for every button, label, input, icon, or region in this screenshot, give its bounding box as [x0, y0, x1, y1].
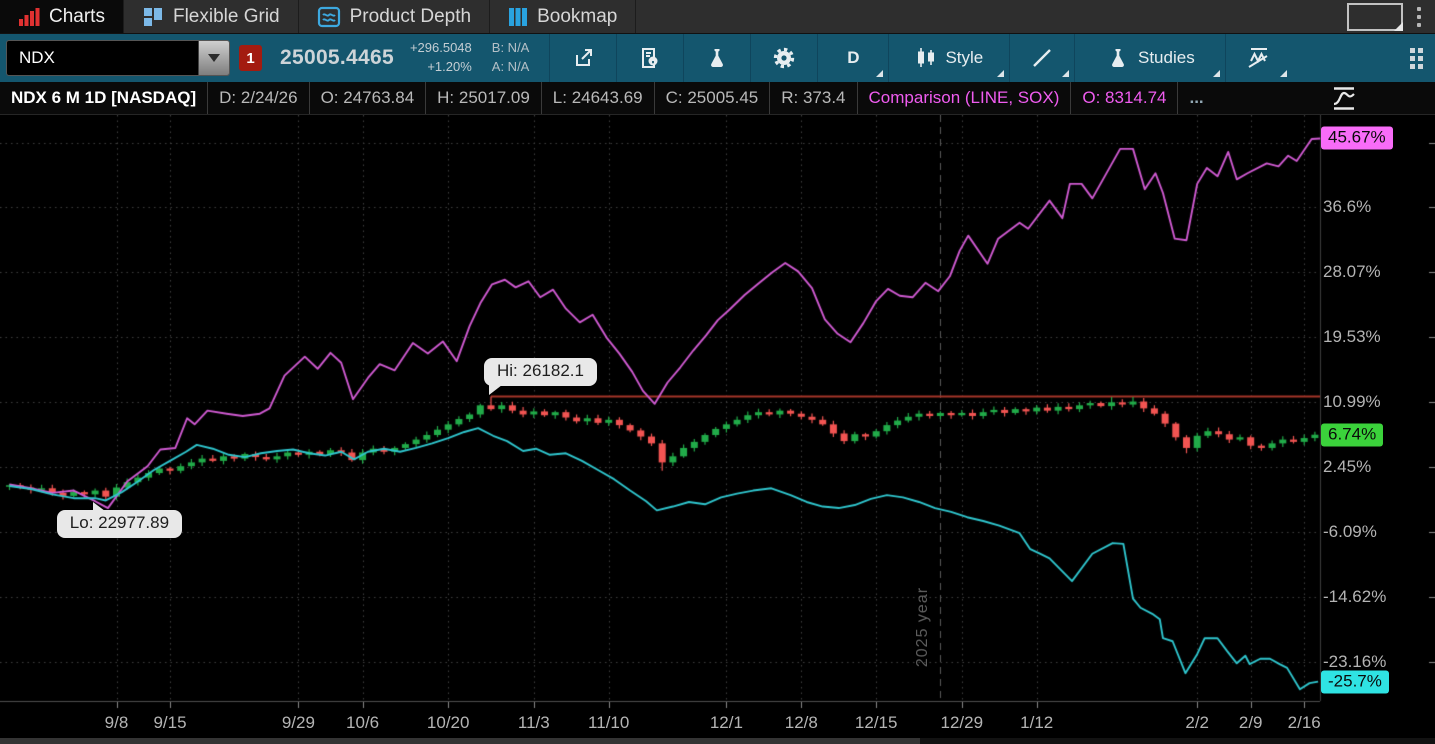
studies-label: Studies [1138, 47, 1195, 67]
y-axis-label: -23.16% [1323, 652, 1387, 672]
chart-describer-button[interactable] [616, 34, 683, 82]
x-axis-label[interactable]: 2/9 [1238, 713, 1263, 732]
bid-ask: B: N/A A: N/A [492, 39, 530, 77]
change-value: +296.5048 [409, 40, 472, 56]
x-axis-label[interactable]: 10/6 [346, 713, 380, 732]
comparison-label[interactable]: Comparison (LINE, SOX) [858, 82, 1072, 114]
y-axis-label: 28.07% [1323, 262, 1381, 282]
header-overflow-ellipsis[interactable]: ... [1189, 88, 1204, 107]
x-axis-label[interactable]: 1/12 [1020, 713, 1054, 732]
chart-area: 36.6% 28.07% 19.53% 10.99% 2.45% -6.09% -14.62… [0, 115, 1435, 744]
trendline-icon [1030, 46, 1054, 70]
ask-value: A: N/A [491, 59, 530, 74]
x-axis-label[interactable]: 12/29 [940, 713, 984, 732]
style-button[interactable]: Style [888, 34, 1009, 82]
hi-marker: Hi: 26182.1 [484, 357, 597, 395]
more-options-icon[interactable] [1417, 0, 1421, 33]
x-axis-label[interactable]: 2/2 [1185, 713, 1210, 732]
bookmap-icon [508, 7, 528, 27]
price-axis-badge: 45.67% [1321, 126, 1393, 150]
tab-bookmap[interactable]: Bookmap [490, 0, 637, 33]
y-axis-label: 19.53% [1323, 327, 1381, 347]
analysis-tools-button[interactable] [683, 34, 750, 82]
header-field-0: D: 2/24/26 [208, 82, 310, 114]
symbol-value[interactable]: NDX [19, 48, 55, 67]
tab-label: Product Depth [349, 5, 472, 27]
y-axis-label: 10.99% [1323, 392, 1381, 412]
header-field-2: H: 25017.09 [426, 82, 542, 114]
symbol-input[interactable]: NDX [6, 40, 230, 76]
hi-marker-tail [489, 384, 502, 395]
chart-scrollbar[interactable] [0, 738, 1435, 744]
gear-icon [772, 46, 796, 70]
drawing-tool-button[interactable] [1009, 34, 1074, 82]
workspace-tabbar: Charts Flexible Grid Product Depth Bookmap [0, 0, 1435, 34]
product-depth-icon [317, 6, 341, 28]
x-axis-label[interactable]: 2/16 [1287, 713, 1321, 732]
x-axis-label[interactable]: 9/15 [153, 713, 187, 732]
patterns-button[interactable] [1225, 34, 1292, 82]
report-info-icon [638, 46, 662, 70]
x-axis-label[interactable]: 9/29 [281, 713, 315, 732]
lo-marker: Lo: 22977.89 [56, 501, 183, 538]
header-field-1: O: 24763.84 [310, 82, 427, 114]
chart-toolbar: NDX 1 25005.4465 +296.5048 +1.20% B: N/A… [0, 34, 1435, 82]
tab-label: Charts [49, 5, 105, 27]
timeframe-value: D [847, 48, 860, 67]
price-axis-badge: -25.7% [1321, 670, 1389, 694]
comparison-open: O: 8314.74 [1071, 82, 1179, 114]
x-axis-label[interactable]: 11/3 [517, 713, 550, 732]
change-percent: +1.20% [427, 59, 472, 74]
chart-title: NDX 6 M 1D [NASDAQ] [0, 82, 209, 114]
window-layout-button[interactable] [1347, 3, 1403, 31]
price-change: +296.5048 +1.20% [410, 39, 472, 77]
alerts-badge[interactable]: 1 [239, 45, 262, 71]
chart-scrollbar-thumb[interactable] [0, 738, 920, 744]
pattern-w-icon [1246, 45, 1272, 71]
x-axis-label[interactable]: 12/15 [854, 713, 898, 732]
last-price: 25005.4465 [280, 46, 394, 69]
header-field-4: C: 25005.45 [655, 82, 771, 114]
symbol-dropdown-arrow-icon[interactable] [198, 41, 229, 75]
y-axis-label: -6.09% [1323, 522, 1377, 542]
price-chart-canvas[interactable] [0, 115, 1435, 744]
studies-button[interactable]: Studies [1074, 34, 1225, 82]
tab-charts[interactable]: Charts [0, 0, 124, 33]
price-axis-badge: 6.74% [1321, 423, 1384, 447]
charts-icon [18, 7, 40, 27]
header-field-5: R: 373.4 [770, 82, 858, 114]
year-divider-label: 2025 year [914, 587, 932, 668]
y-axis-label: -14.62% [1323, 587, 1387, 607]
timeframe-button[interactable]: D [817, 34, 888, 82]
y-axis-label: 36.6% [1323, 197, 1372, 217]
flexible-grid-icon [142, 6, 164, 28]
header-field-3: L: 24643.69 [542, 82, 655, 114]
lo-marker-tail [92, 501, 105, 511]
x-axis-label[interactable]: 10/20 [426, 713, 470, 732]
candlestick-style-icon [915, 46, 937, 70]
tab-label: Flexible Grid [172, 5, 280, 27]
tab-product-depth[interactable]: Product Depth [299, 0, 491, 33]
y-axis-label: 2.45% [1323, 457, 1372, 477]
tab-flexible-grid[interactable]: Flexible Grid [124, 0, 299, 33]
grid-layout-icon[interactable] [1410, 47, 1423, 69]
x-axis-label[interactable]: 12/1 [709, 713, 743, 732]
tab-label: Bookmap [537, 5, 618, 27]
style-label: Style [945, 47, 984, 67]
x-axis-label[interactable]: 11/10 [588, 713, 630, 732]
x-axis-label[interactable]: 9/8 [104, 713, 129, 732]
curve-toggle-icon[interactable] [1330, 85, 1358, 112]
tabbar-spacer [636, 0, 1347, 33]
bid-value: B: N/A [491, 40, 530, 56]
flask-icon [705, 46, 729, 70]
share-icon [571, 46, 595, 70]
studies-flask-icon [1106, 46, 1130, 70]
x-axis-label[interactable]: 12/8 [784, 713, 818, 732]
chart-status-bar: NDX 6 M 1D [NASDAQ] D: 2/24/26 O: 24763.8… [0, 82, 1435, 115]
share-button[interactable] [549, 34, 616, 82]
settings-button[interactable] [750, 34, 817, 82]
